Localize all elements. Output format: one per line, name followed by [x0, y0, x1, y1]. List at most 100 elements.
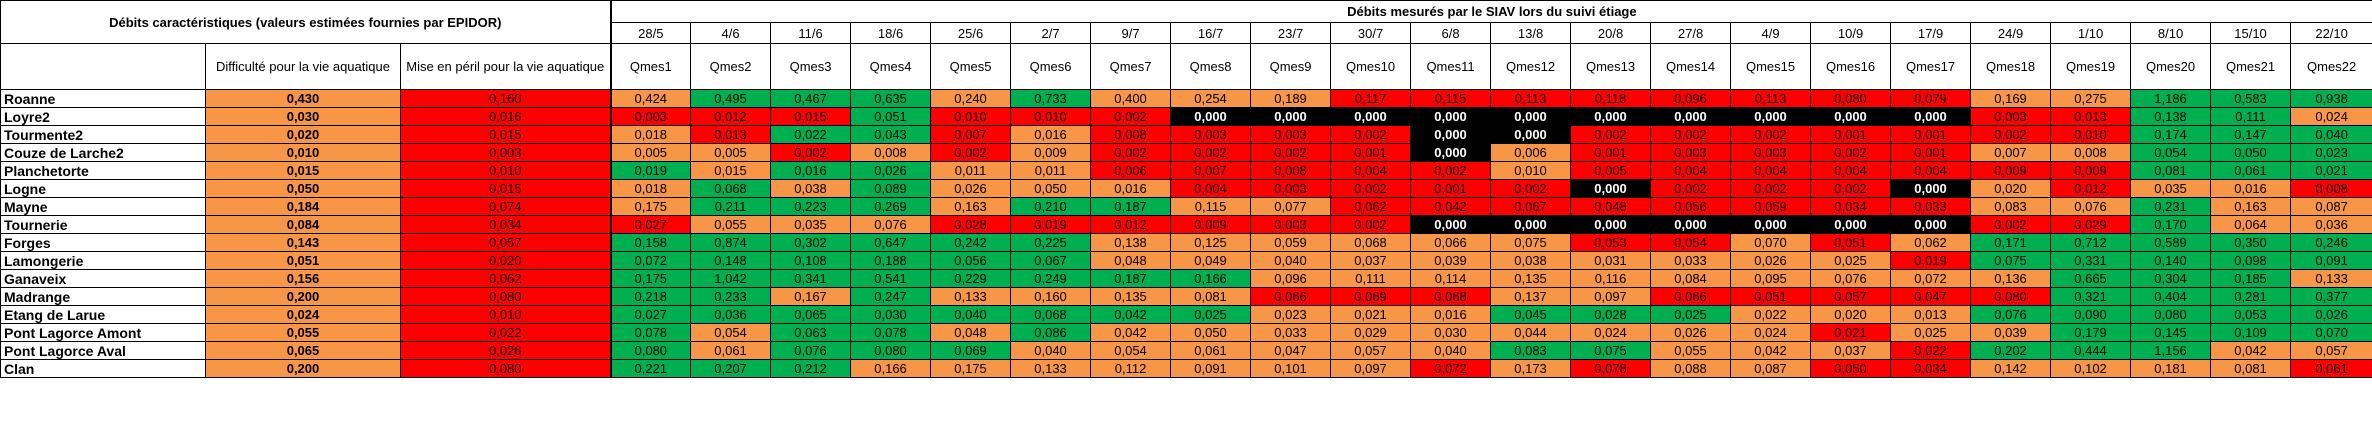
measured-flow-cell: 0,097: [1570, 287, 1652, 306]
measured-flow-cell: 0,003: [1250, 215, 1332, 234]
measured-flow-cell: 0,002: [1730, 125, 1812, 144]
measured-flow-cell: 0,712: [2050, 233, 2132, 252]
measured-flow-cell: 0,137: [1490, 287, 1572, 306]
measured-flow-cell: 0,117: [1330, 89, 1412, 108]
date-header: 30/7: [1330, 22, 1412, 44]
measured-flow-cell: 0,024: [1730, 323, 1812, 342]
measured-flow-cell: 0,021: [1330, 305, 1412, 324]
date-header: 16/7: [1170, 22, 1252, 44]
measured-flow-cell: 0,096: [1250, 269, 1332, 288]
measured-flow-cell: 0,061: [1170, 341, 1252, 360]
measured-flow-cell: 0,067: [1490, 197, 1572, 216]
measured-flow-cell: 0,000: [1650, 107, 1732, 126]
difficulty-value: 0,065: [205, 341, 401, 360]
measured-flow-cell: 0,031: [1570, 251, 1652, 270]
measured-flow-cell: 0,000: [1570, 215, 1652, 234]
measured-flow-cell: 0,066: [1250, 287, 1332, 306]
measured-flow-cell: 0,003: [1650, 143, 1732, 162]
measured-flow-cell: 0,135: [1490, 269, 1572, 288]
measured-flow-cell: 0,635: [850, 89, 932, 108]
measured-flow-cell: 0,140: [2130, 251, 2212, 270]
measured-flow-cell: 0,043: [850, 125, 932, 144]
measured-flow-cell: 0,173: [1490, 359, 1572, 378]
measured-flow-cell: 0,034: [1890, 359, 1972, 378]
measured-flow-cell: 0,025: [1890, 323, 1972, 342]
site-name: Lamongerie: [0, 251, 206, 270]
measured-flow-cell: 0,024: [2290, 107, 2372, 126]
site-name: Tourmente2: [0, 125, 206, 144]
difficulty-value: 0,051: [205, 251, 401, 270]
measured-flow-cell: 0,004: [1890, 161, 1972, 180]
measured-flow-cell: 0,057: [1810, 287, 1892, 306]
measured-flow-cell: 0,009: [1970, 161, 2052, 180]
measured-flow-cell: 0,069: [930, 341, 1012, 360]
measured-flow-cell: 0,081: [1170, 287, 1252, 306]
measured-flow-cell: 0,098: [2210, 251, 2292, 270]
measured-flow-cell: 0,210: [1010, 197, 1092, 216]
measured-flow-cell: 0,112: [1090, 359, 1172, 378]
measured-flow-cell: 0,002: [1250, 143, 1332, 162]
measured-flow-cell: 0,075: [1570, 341, 1652, 360]
site-name: Mayne: [0, 197, 206, 216]
measured-flow-cell: 0,304: [2130, 269, 2212, 288]
measured-flow-cell: 0,000: [1890, 215, 1972, 234]
measured-flow-cell: 0,003: [1730, 143, 1812, 162]
table-body: Roanne 0,430 0,160 0,424 0,495 0,467 0,635 0,24…: [0, 89, 2372, 378]
peril-value: 0,015: [399, 179, 612, 198]
measured-flow-cell: 0,068: [1330, 233, 1412, 252]
date-header: 10/9: [1810, 22, 1892, 44]
measured-flow-cell: 0,163: [2210, 197, 2292, 216]
measured-flow-cell: 0,101: [1250, 359, 1332, 378]
peril-value: 0,080: [399, 359, 612, 378]
table-row: Forges 0,143 0,057 0,158 0,874 0,302 0,647 0,24…: [0, 233, 2372, 252]
measured-flow-cell: 0,000: [1730, 215, 1812, 234]
measured-flow-cell: 0,021: [2290, 161, 2372, 180]
date-header: 4/9: [1730, 22, 1812, 44]
measured-flow-cell: 0,188: [850, 251, 932, 270]
measured-flow-cell: 0,076: [2050, 197, 2132, 216]
measured-flow-cell: 0,000: [1570, 179, 1652, 198]
measured-flow-cell: 0,038: [770, 179, 852, 198]
measured-flow-cell: 0,138: [1090, 233, 1172, 252]
qmes-header: Qmes6: [1010, 43, 1092, 90]
measured-flow-cell: 0,021: [1810, 323, 1892, 342]
measured-flow-cell: 0,938: [2290, 89, 2372, 108]
measured-flow-cell: 0,080: [850, 341, 932, 360]
measured-flow-cell: 0,138: [2130, 107, 2212, 126]
measured-flow-cell: 0,042: [1410, 197, 1492, 216]
measured-flow-cell: 0,050: [1170, 323, 1252, 342]
measured-flow-cell: 0,015: [690, 161, 772, 180]
qmes-header: Qmes8: [1170, 43, 1252, 90]
date-header: 13/8: [1490, 22, 1572, 44]
qmes-header: Qmes1: [609, 43, 692, 90]
measured-flow-cell: 0,018: [609, 125, 692, 144]
measured-flow-cell: 0,000: [1330, 107, 1412, 126]
measured-flow-cell: 0,002: [1730, 179, 1812, 198]
measured-flow-cell: 0,223: [770, 197, 852, 216]
measured-flow-cell: 0,091: [2290, 251, 2372, 270]
difficulty-value: 0,020: [205, 125, 401, 144]
measured-flow-cell: 0,042: [1090, 323, 1172, 342]
measured-flow-cell: 0,080: [1970, 287, 2052, 306]
measured-flow-cell: 0,350: [2210, 233, 2292, 252]
measured-flow-cell: 0,070: [2290, 323, 2372, 342]
measured-flow-cell: 0,068: [1410, 287, 1492, 306]
measured-flow-cell: 1,042: [690, 269, 772, 288]
measured-flow-cell: 0,022: [770, 125, 852, 144]
measured-flow-cell: 0,012: [1090, 215, 1172, 234]
measured-flow-cell: 0,541: [850, 269, 932, 288]
measured-flow-cell: 0,000: [1490, 107, 1572, 126]
peril-value: 0,080: [399, 287, 612, 306]
measured-flow-cell: 0,089: [850, 179, 932, 198]
qmes-header: Qmes5: [930, 43, 1012, 90]
measured-flow-cell: 0,169: [1970, 89, 2052, 108]
measured-flow-cell: 0,174: [2130, 125, 2212, 144]
measured-flow-cell: 0,016: [2210, 179, 2292, 198]
measured-flow-cell: 0,231: [2130, 197, 2212, 216]
measured-flow-cell: 0,495: [690, 89, 772, 108]
measured-flow-cell: 0,055: [1650, 341, 1732, 360]
measured-flow-cell: 0,000: [1730, 107, 1812, 126]
measured-flow-cell: 0,004: [1330, 161, 1412, 180]
measured-flow-cell: 0,030: [850, 305, 932, 324]
date-row: 28/5 4/6 11/6 18/6 25/6 2/7 9/7 16/7 23/7 30/7 6/8…: [1, 22, 2372, 44]
